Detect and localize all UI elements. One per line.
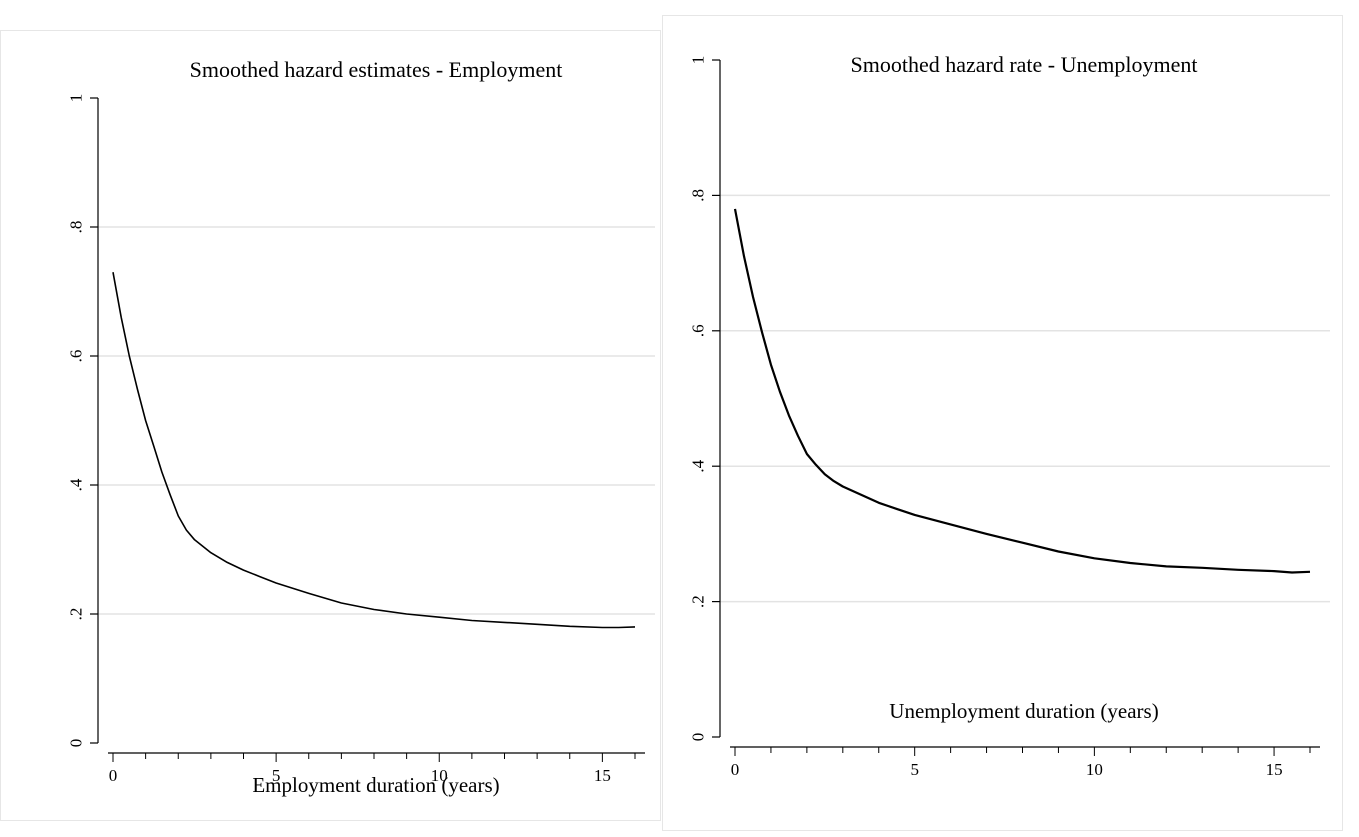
panel-frame [0, 30, 661, 821]
y-tick-label: .4 [689, 459, 708, 472]
y-tick-label: 0 [67, 739, 86, 748]
series [112, 272, 636, 629]
chart-title: Smoothed hazard rate - Unemployment [850, 52, 1197, 77]
x-tick-label: 5 [910, 760, 919, 779]
y-tick-label: 0 [689, 733, 708, 742]
hazard-line [112, 272, 636, 629]
x-tick-label: 15 [594, 766, 611, 785]
y-tick-label: .2 [67, 608, 86, 621]
gridlines [720, 194, 1330, 603]
employment-hazard-chart: 0.2.4.6.810 5 10 15 Smoothed hazard estimat… [0, 30, 661, 821]
unemployment-hazard-chart: 0.2.4.6.810 5 10 15 Smoothed hazard rate - … [662, 15, 1343, 831]
series [733, 208, 1311, 574]
y-tick-label: .6 [67, 350, 86, 363]
chart-title: Smoothed hazard estimates - Employment [190, 57, 563, 82]
gridlines [98, 226, 655, 615]
tick-labels: 0.2.4.6.810 5 10 15 [67, 94, 611, 785]
y-tick-label: .8 [67, 221, 86, 234]
y-tick-label: .4 [67, 478, 86, 491]
hazard-line [733, 208, 1311, 574]
y-tick-label: .8 [689, 189, 708, 202]
x-tick-label: 10 [1086, 760, 1103, 779]
x-tick-label: 15 [1266, 760, 1283, 779]
axes [90, 97, 645, 762]
x-tick-label: 0 [731, 760, 740, 779]
x-tick-label: 5 [272, 766, 281, 785]
x-tick-label: 10 [431, 766, 448, 785]
panel-frame [662, 15, 1343, 831]
y-tick-label: .2 [689, 595, 708, 608]
x-axis-label: Employment duration (years) [252, 773, 499, 797]
tick-labels: 0.2.4.6.810 5 10 15 [689, 56, 1283, 779]
x-axis-label: Unemployment duration (years) [889, 699, 1158, 723]
y-tick-label: 1 [689, 56, 708, 65]
y-tick-label: 1 [67, 94, 86, 103]
x-tick-label: 0 [109, 766, 118, 785]
axes [712, 59, 1320, 756]
y-tick-label: .6 [689, 324, 708, 337]
